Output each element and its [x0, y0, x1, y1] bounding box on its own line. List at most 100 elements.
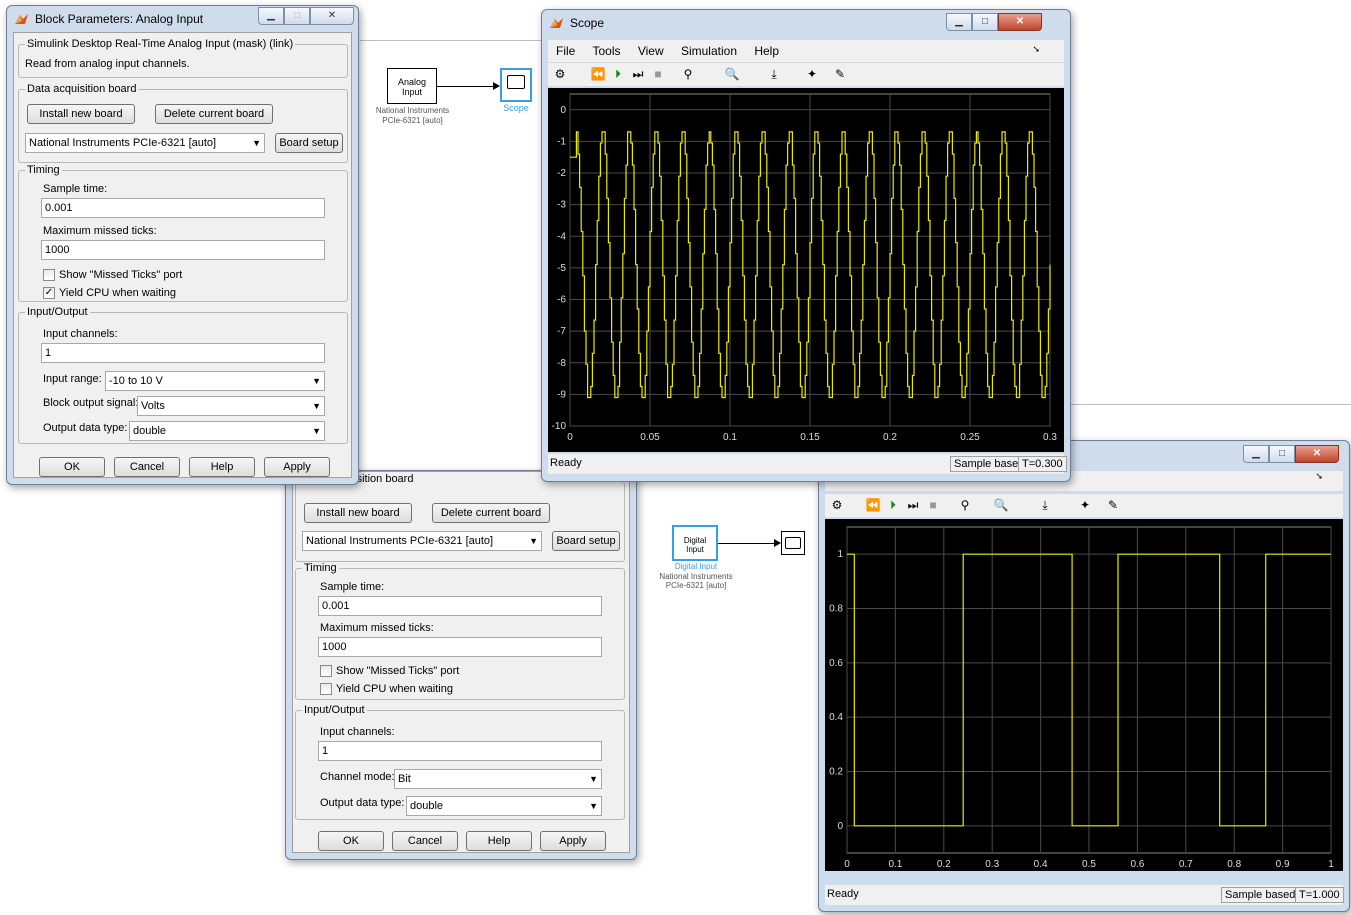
digital-delete-board-button[interactable]: Delete current board	[432, 503, 550, 523]
close-icon[interactable]: ✕	[998, 13, 1042, 31]
menu-help[interactable]: Help	[754, 44, 780, 58]
analog-output-signal-select[interactable]: Volts ▼	[137, 396, 325, 416]
menu-file[interactable]: File	[556, 44, 576, 58]
analog-output-signal-label: Block output signal:	[43, 397, 139, 409]
style-icon[interactable]: ✦	[1079, 498, 1091, 512]
digital-apply-button[interactable]: Apply	[540, 831, 606, 851]
digital-board-select-value: National Instruments PCIe-6321 [auto]	[306, 535, 494, 547]
analog-io-group: Input/Output Input channels: 1 Input ran…	[18, 306, 348, 444]
digital-mode-select[interactable]: Bit ▼	[394, 769, 602, 789]
collapse-icon[interactable]: ➘	[1315, 471, 1323, 481]
analog-yield-cpu-checkbox[interactable]: ✓	[43, 287, 55, 299]
stop-icon[interactable]: ■	[654, 67, 662, 81]
scope1-menubar: File Tools View Simulation Help ➘	[548, 40, 1064, 62]
scope1-time-field: T=0.300	[1018, 456, 1067, 472]
digital-board-setup-button[interactable]: Board setup	[552, 531, 620, 551]
highlight-icon[interactable]: ⚲	[683, 67, 693, 81]
run-icon[interactable]: ⏵	[889, 498, 896, 512]
run-icon[interactable]: ⏵	[614, 67, 621, 81]
settings-icon[interactable]: ⚙	[554, 67, 566, 81]
rewind-icon[interactable]: ⏪	[590, 67, 606, 81]
matlab-icon	[15, 14, 28, 24]
maximize-icon[interactable]: □	[284, 7, 310, 25]
collapse-icon[interactable]: ➘	[1032, 44, 1040, 54]
analog-input-block[interactable]: Analog Input	[387, 68, 437, 104]
digital-dtype-select[interactable]: double ▼	[406, 796, 602, 816]
analog-dtype-select[interactable]: double ▼	[129, 421, 325, 441]
y-tick-label: -1	[557, 136, 566, 147]
analog-dialog-body: Simulink Desktop Real-Time Analog Input …	[13, 32, 352, 478]
autoscale-icon[interactable]: ⤓	[1042, 498, 1048, 512]
analog-daq-group: Data acquisition board Install new board…	[18, 83, 348, 163]
minimize-icon[interactable]: ▁	[946, 13, 972, 31]
analog-channels-field[interactable]: 1	[41, 343, 325, 363]
analog-delete-board-button[interactable]: Delete current board	[155, 104, 273, 124]
digital-yield-cpu-checkbox[interactable]	[320, 683, 332, 695]
step-forward-icon[interactable]: ⏭	[632, 67, 644, 81]
highlight-icon[interactable]: ⚲	[960, 498, 970, 512]
analog-dialog-controls: ▁ □ ✕	[258, 7, 354, 26]
analog-help-button[interactable]: Help	[189, 457, 255, 477]
maximize-icon[interactable]: □	[972, 13, 998, 31]
edit-icon[interactable]: ✎	[1107, 498, 1119, 512]
digital-missed-ticks-label: Maximum missed ticks:	[320, 622, 434, 634]
analog-daq-group-label: Data acquisition board	[25, 83, 139, 95]
digital-daq-group: Data acquisition board Install new board…	[295, 473, 625, 562]
menu-view[interactable]: View	[637, 44, 664, 58]
y-tick-label: 0.6	[829, 658, 843, 669]
analog-output-signal-select-value: Volts	[141, 400, 165, 412]
analog-apply-button[interactable]: Apply	[264, 457, 330, 477]
x-tick-label: 0.15	[800, 432, 820, 443]
digital-missed-ticks-field[interactable]: 1000	[318, 637, 602, 657]
y-tick-label: 0	[560, 105, 566, 116]
y-tick-label: 0.8	[829, 604, 843, 615]
digital-io-group-label: Input/Output	[302, 704, 367, 716]
menu-simulation[interactable]: Simulation	[680, 44, 737, 58]
scope2-plot-area[interactable]: 0 0.1 0.2 0.3 0.4 0.5 0.6 0.7 0.8 0.9 1 0 0.2 0.4 0.6 0…	[825, 519, 1343, 871]
digital-dtype-label: Output data type:	[320, 797, 405, 809]
digital-help-button[interactable]: Help	[466, 831, 532, 851]
digital-channels-field[interactable]: 1	[318, 741, 602, 761]
y-tick-label: 0	[837, 821, 843, 832]
analog-install-board-button[interactable]: Install new board	[27, 104, 135, 124]
analog-range-select[interactable]: -10 to 10 V ▼	[105, 371, 325, 391]
analog-ok-button[interactable]: OK	[39, 457, 105, 477]
analog-cancel-button[interactable]: Cancel	[114, 457, 180, 477]
analog-missed-ticks-field[interactable]: 1000	[41, 240, 325, 260]
rewind-icon[interactable]: ⏪	[865, 498, 881, 512]
edit-icon[interactable]: ✎	[834, 67, 846, 81]
scope2-block[interactable]	[781, 531, 805, 555]
scope-block[interactable]	[500, 68, 532, 102]
analog-board-setup-button[interactable]: Board setup	[275, 133, 343, 153]
analog-channels-label: Input channels:	[43, 328, 118, 340]
stop-icon[interactable]: ■	[929, 498, 937, 512]
zoom-icon[interactable]: 🔍	[993, 498, 1009, 512]
digital-show-missed-checkbox[interactable]	[320, 665, 332, 677]
maximize-icon[interactable]: □	[1269, 445, 1295, 463]
menu-tools[interactable]: Tools	[592, 44, 621, 58]
digital-board-select[interactable]: National Instruments PCIe-6321 [auto] ▼	[302, 531, 542, 551]
analog-show-missed-checkbox[interactable]	[43, 269, 55, 281]
digital-input-block[interactable]: Digital Input	[672, 525, 718, 561]
autoscale-icon[interactable]: ⤓	[771, 67, 777, 81]
step-forward-icon[interactable]: ⏭	[907, 498, 919, 512]
close-icon[interactable]: ✕	[1295, 445, 1339, 463]
y-tick-label: -2	[557, 168, 566, 179]
close-icon[interactable]: ✕	[310, 7, 354, 25]
digital-cancel-button[interactable]: Cancel	[392, 831, 458, 851]
minimize-icon[interactable]: ▁	[258, 7, 284, 25]
scope1-plot-area[interactable]: 0 0.05 0.1 0.15 0.2 0.25 0.3 0 -1 -2 -3 -4 -5 -6 -7 -8 -…	[548, 88, 1064, 452]
style-icon[interactable]: ✦	[806, 67, 818, 81]
analog-sample-time-field[interactable]: 0.001	[41, 198, 325, 218]
digital-sample-time-field[interactable]: 0.001	[318, 596, 602, 616]
analog-board-select[interactable]: National Instruments PCIe-6321 [auto] ▼	[25, 133, 265, 153]
minimize-icon[interactable]: ▁	[1243, 445, 1269, 463]
scope-block-icon	[507, 75, 525, 89]
digital-ok-button[interactable]: OK	[318, 831, 384, 851]
settings-icon[interactable]: ⚙	[831, 498, 843, 512]
chevron-down-icon: ▼	[529, 536, 538, 546]
digital-install-board-button[interactable]: Install new board	[304, 503, 412, 523]
scope1-mode-field: Sample based	[950, 456, 1029, 472]
x-tick-label: 0.1	[888, 859, 902, 870]
zoom-icon[interactable]: 🔍	[724, 67, 740, 81]
